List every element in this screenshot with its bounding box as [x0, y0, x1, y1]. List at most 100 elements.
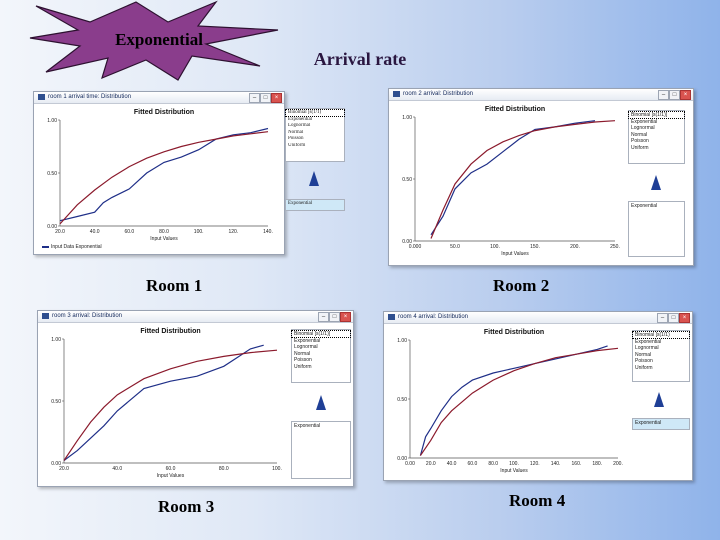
x-axis-label: Input Values: [501, 251, 529, 257]
x-tick-label: 60.0: [166, 466, 176, 472]
distribution-option[interactable]: Lognormal: [288, 123, 311, 128]
x-tick-label: 180.: [592, 461, 602, 467]
window-title: room 3 arrival: Distribution: [52, 313, 123, 319]
x-tick-label: 50.0: [450, 244, 460, 250]
x-tick-label: 40.0: [447, 461, 457, 467]
x-tick-label: 200.: [613, 461, 623, 467]
chart-title: Fitted Distribution: [134, 109, 194, 116]
series-line-exponential: [63, 349, 278, 461]
maximize-button[interactable]: □: [260, 93, 271, 103]
maximize-button[interactable]: □: [668, 313, 679, 323]
minimize-button[interactable]: –: [658, 90, 669, 100]
distribution-option[interactable]: Poisson: [635, 358, 653, 364]
distribution-option[interactable]: Poisson: [631, 138, 649, 144]
window-titlebar: room 4 arrival: Distribution – □ ×: [384, 312, 692, 324]
close-button[interactable]: ×: [679, 313, 690, 323]
close-button[interactable]: ×: [271, 93, 282, 103]
y-tick-label: 1.00: [402, 115, 412, 121]
y-tick-label: 1.00: [51, 337, 61, 343]
app-icon: [42, 313, 49, 319]
x-tick-label: 80.0: [159, 229, 169, 235]
x-tick-label: 100.: [194, 229, 204, 235]
x-tick-label: 200.: [570, 244, 580, 250]
exponential-label: Exponential: [115, 30, 203, 49]
distribution-option[interactable]: Exponential: [288, 116, 313, 122]
distribution-option[interactable]: Normal: [635, 351, 652, 358]
x-tick-label: 100.: [272, 466, 282, 472]
x-tick-label: 60.0: [468, 461, 478, 467]
distribution-option[interactable]: Uniform: [288, 142, 306, 148]
series-line-exponential: [419, 347, 619, 456]
y-tick-label: 0.00: [47, 224, 57, 230]
series-line-exponential: [430, 120, 616, 239]
series-line-input-data: [419, 345, 608, 456]
slide-title: Arrival rate: [313, 49, 407, 69]
result-text: Exponential: [635, 420, 662, 426]
distribution-option[interactable]: Exponential: [631, 118, 658, 125]
app-icon: [388, 314, 395, 320]
room1-label: Room 1: [146, 276, 203, 295]
x-axis-label: Input Values: [157, 473, 185, 479]
minimize-button[interactable]: –: [318, 312, 329, 322]
distribution-option[interactable]: Normal: [294, 350, 311, 357]
distribution-option[interactable]: Binomial [s(1/1): [285, 109, 345, 117]
window-title: room 1 arrival time: Distribution: [48, 94, 132, 100]
maximize-button[interactable]: □: [669, 90, 680, 100]
y-tick-label: 0.00: [51, 461, 61, 467]
chart-title: Fitted Distribution: [140, 328, 200, 335]
y-tick-label: 0.50: [402, 177, 412, 183]
y-tick-label: 0.00: [402, 239, 412, 245]
minimize-button[interactable]: –: [249, 93, 260, 103]
distribution-option[interactable]: Lognormal: [635, 345, 659, 351]
x-tick-label: 40.0: [90, 229, 100, 235]
legend-text: Input Data Exponential: [51, 244, 102, 250]
result-text: Exponential: [288, 201, 313, 206]
distribution-list[interactable]: Binomial [s(1/1) Exponential Lognormal Norm…: [285, 108, 345, 162]
distribution-option[interactable]: Binomial [s(1/1)]: [628, 111, 685, 119]
distribution-window-room3: room 3 arrival: Distribution – □ × Fitte…: [37, 310, 354, 487]
distribution-peak-icon: [651, 175, 661, 190]
distribution-option[interactable]: Lognormal: [294, 344, 318, 350]
result-text: Exponential: [631, 203, 658, 209]
x-axis-label: Input Values: [150, 236, 178, 242]
distribution-list[interactable]: Binomial [s(1/1)] Exponential Lognormal Nor…: [628, 110, 685, 164]
distribution-peak-icon: [316, 395, 326, 410]
distribution-window-room1: room 1 arrival time: Distribution – □ × …: [33, 91, 285, 255]
distribution-option[interactable]: Uniform: [631, 144, 649, 151]
maximize-button[interactable]: □: [329, 312, 340, 322]
distribution-option[interactable]: Binomial [s(1/1)]: [291, 330, 351, 338]
x-tick-label: 60.0: [124, 229, 134, 235]
room2-label: Room 2: [493, 276, 550, 295]
distribution-list[interactable]: Binomial [s(1/1) Exponential Lognormal Norm…: [632, 330, 690, 382]
x-tick-label: 20.0: [426, 461, 436, 467]
distribution-option[interactable]: Normal: [631, 131, 648, 138]
distribution-option[interactable]: Exponential: [635, 338, 662, 345]
distribution-option[interactable]: Uniform: [294, 363, 312, 370]
distribution-option[interactable]: Binomial [s(1/1): [632, 331, 690, 339]
window-title: room 4 arrival: Distribution: [398, 314, 469, 320]
x-tick-label: 160.: [572, 461, 582, 467]
result-box: Exponential: [628, 201, 685, 257]
x-tick-label: 20.0: [55, 229, 65, 235]
distribution-list[interactable]: Binomial [s(1/1)] Exponential Lognormal Nor…: [291, 329, 351, 383]
distribution-option[interactable]: Exponential: [294, 337, 321, 344]
close-button[interactable]: ×: [680, 90, 691, 100]
series-line-exponential: [59, 131, 269, 225]
legend-swatch: [42, 245, 49, 248]
distribution-option[interactable]: Poisson: [294, 357, 312, 363]
close-button[interactable]: ×: [340, 312, 351, 322]
minimize-button[interactable]: –: [657, 313, 668, 323]
x-tick-label: 140.: [263, 229, 273, 235]
chart-title: Fitted Distribution: [484, 329, 544, 336]
result-box: Exponential: [285, 199, 345, 211]
x-tick-label: 100.: [490, 244, 500, 250]
distribution-option[interactable]: Poisson: [288, 136, 304, 141]
distribution-option[interactable]: Lognormal: [631, 125, 655, 131]
room4-label: Room 4: [509, 491, 566, 510]
y-tick-label: 0.00: [397, 456, 407, 462]
y-tick-label: 0.50: [47, 171, 57, 177]
x-tick-label: 0.000: [409, 244, 422, 250]
distribution-option[interactable]: Normal: [288, 129, 304, 135]
distribution-option[interactable]: Uniform: [635, 364, 653, 371]
